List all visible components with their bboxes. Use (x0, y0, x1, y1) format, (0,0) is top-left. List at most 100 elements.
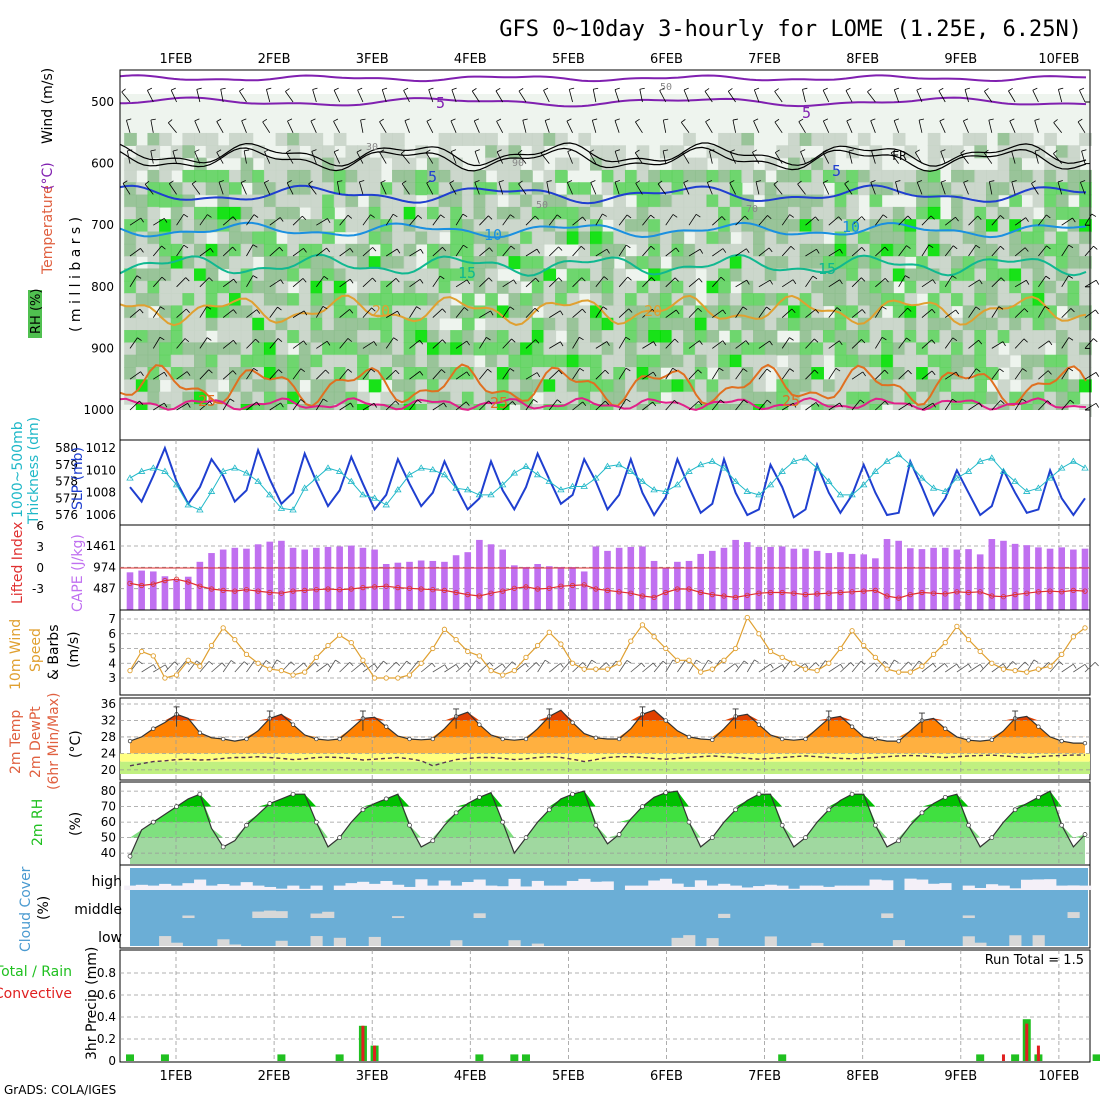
rh-cell (473, 330, 487, 344)
wind-barb-flag (1011, 180, 1017, 183)
rh-cell (974, 243, 988, 257)
wind-barb-staff (339, 309, 350, 318)
thickness-point (673, 481, 682, 488)
li-point (791, 590, 797, 596)
rh-cell (182, 182, 196, 196)
rh-cell (461, 342, 475, 356)
wind10-barb (409, 660, 419, 673)
rh-cell (962, 330, 976, 344)
rh-cell (531, 293, 545, 307)
rh-cell (1020, 379, 1034, 393)
wind-barb-flag (1069, 399, 1075, 404)
rh-cell (461, 293, 475, 307)
wind-barb-staff (385, 400, 396, 411)
y-tick-label: -3 (32, 582, 44, 596)
wind-barb-staff (572, 337, 580, 349)
wind-barb-flag (907, 307, 912, 312)
cloud-cell (380, 880, 393, 890)
li-point (1059, 589, 1065, 595)
rh-cell (520, 330, 533, 344)
y-tick-label: 0 (36, 561, 44, 575)
wind-barb-flag (510, 245, 516, 250)
rh-cell (1055, 391, 1069, 405)
wind-barb-staff (704, 91, 713, 103)
wind-barb-flag (884, 369, 889, 374)
rh-cell (287, 268, 300, 282)
wind-barb-staff (963, 182, 969, 195)
wind-barb-staff (455, 213, 464, 226)
wind-barb-staff (688, 340, 700, 349)
wind-barb-flag (536, 248, 540, 254)
rh-cell (1009, 243, 1022, 257)
wind-barb-staff (802, 89, 806, 103)
precip-total-bar (510, 1054, 519, 1061)
rh-cell (811, 194, 824, 208)
wind10-ylabel-4: (m/s) (66, 631, 82, 668)
contour-t10 (119, 221, 1087, 239)
wind-barb-staff (525, 339, 536, 349)
rh-cell (403, 243, 417, 257)
rh-cell (659, 342, 673, 356)
wind-barb-staff (758, 399, 768, 411)
rh-cell (1055, 243, 1069, 257)
wind-barb-staff (269, 402, 281, 411)
rh-cell (636, 391, 650, 405)
temp-point (849, 724, 855, 729)
wind-barb-flag (474, 180, 480, 183)
temp-point (896, 738, 901, 744)
wind-barb-staff (805, 338, 815, 349)
rh-cell (240, 317, 254, 331)
rh-cell (706, 330, 720, 344)
cloud-cell (159, 883, 172, 890)
rh2m-point (1059, 822, 1065, 828)
rh-cell (857, 280, 871, 294)
rh-cell (1020, 231, 1034, 245)
wind-barb-flag (536, 372, 541, 378)
wind10-point (709, 666, 715, 672)
wind10-barbs (129, 659, 1099, 673)
wind-barb-flag (466, 371, 470, 377)
wind-barb-flag (625, 336, 631, 341)
thickness-point (988, 454, 996, 461)
rh-cell (974, 182, 988, 196)
rh-cell (403, 354, 417, 368)
wind10-barb (688, 659, 697, 673)
rh-cell (671, 231, 685, 245)
contour-label-t25: 25 (198, 392, 216, 410)
wind10-barb (211, 662, 223, 673)
rh-cell (776, 169, 790, 183)
rh-cell (729, 256, 743, 270)
li-point (709, 591, 715, 598)
rh-cell (403, 206, 417, 220)
li-point (255, 588, 261, 594)
rh-cell (368, 379, 382, 393)
wind-barb-staff (595, 306, 604, 318)
thickness-point (976, 457, 984, 464)
rh-cell (951, 231, 964, 245)
rh-cell (555, 157, 568, 171)
contour-t25 (119, 363, 1087, 408)
cape-bar (930, 547, 937, 610)
wind-barb-staff (758, 306, 767, 318)
wind10-barb (374, 660, 384, 673)
wind-barb-flag (303, 340, 307, 346)
wind-barb-staff (129, 308, 141, 318)
wind10-point (651, 634, 657, 640)
rh-cell (263, 330, 277, 344)
rh-cell (159, 280, 172, 294)
rh-cell (1020, 169, 1034, 183)
wind-barb-flag (774, 88, 779, 92)
rh-cell (916, 330, 929, 344)
rh-cell (461, 219, 475, 233)
temp-ylabel-2: 2m DewPt (28, 706, 44, 778)
rh-cell (904, 379, 918, 393)
rh-cell (892, 243, 906, 257)
wind-barb-flag (931, 309, 936, 314)
rh-cell (508, 206, 522, 220)
rh-cell (578, 280, 592, 294)
rh-cell (240, 305, 254, 319)
contour-label-t25b: 25 (490, 394, 508, 412)
rh-cell (683, 305, 696, 319)
rh-cell (392, 145, 405, 159)
rh-cell (601, 293, 615, 307)
